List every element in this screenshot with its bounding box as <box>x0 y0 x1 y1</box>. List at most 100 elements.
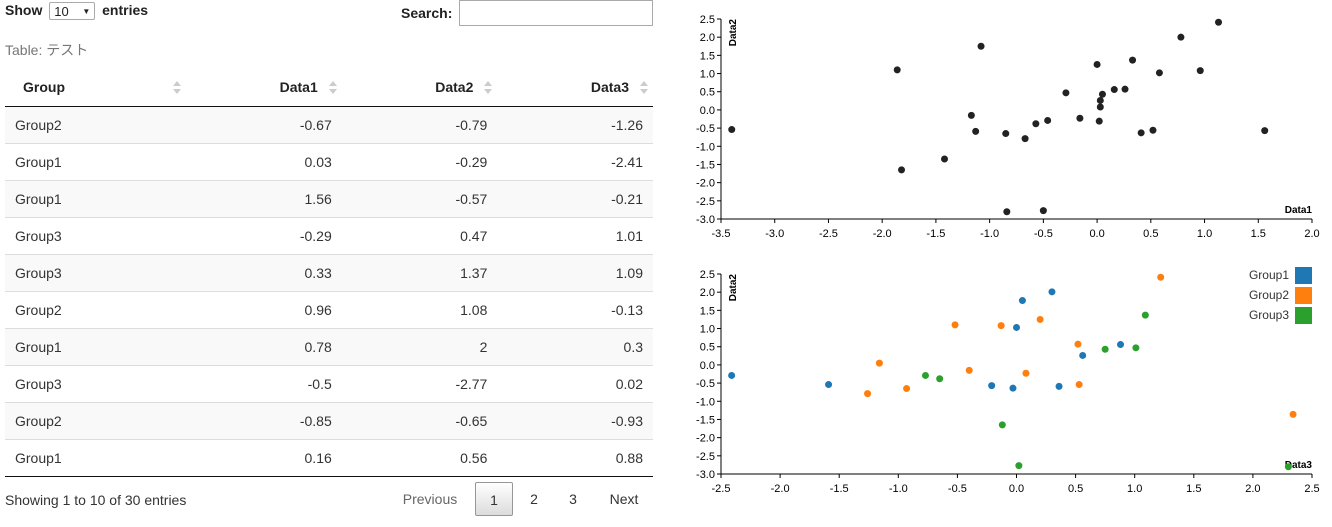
data-point-group1[interactable] <box>1009 384 1017 392</box>
page-button-2[interactable]: 2 <box>530 491 538 507</box>
data-point-group1[interactable] <box>728 371 736 379</box>
data-point-group1[interactable] <box>1013 323 1020 331</box>
data-point[interactable] <box>941 155 949 163</box>
table-cell-data3: -0.93 <box>497 402 653 440</box>
next-page-button[interactable]: Next <box>609 491 639 507</box>
y-tick-label: 2.5 <box>700 14 715 26</box>
data-point-group2[interactable] <box>1157 273 1165 281</box>
data-point[interactable] <box>1062 89 1070 97</box>
x-axis-label: Data3 <box>1285 460 1313 471</box>
data-point-group1[interactable] <box>1018 297 1026 305</box>
data-point-group3[interactable] <box>936 375 944 383</box>
data-point-group2[interactable] <box>903 385 911 393</box>
table-cell-data2: -0.29 <box>341 143 498 181</box>
data-point-group2[interactable] <box>997 322 1005 330</box>
data-point[interactable] <box>1177 33 1185 41</box>
x-tick-label: 1.0 <box>1127 483 1142 495</box>
data-point[interactable] <box>972 127 980 135</box>
table-row: Group1 0.03 -0.29 -2.41 <box>5 143 653 181</box>
column-header-label: Data1 <box>279 79 318 95</box>
data-point-group2[interactable] <box>1289 410 1297 418</box>
previous-page-button[interactable]: Previous <box>402 491 458 507</box>
x-axis-label: Data1 <box>1285 205 1313 216</box>
table-cell-data1: -0.67 <box>186 106 342 144</box>
data-point[interactable] <box>1076 114 1084 122</box>
data-point[interactable] <box>1137 129 1145 137</box>
data-point-group2[interactable] <box>875 359 883 367</box>
data-point[interactable] <box>1096 96 1104 104</box>
data-point[interactable] <box>1093 60 1101 68</box>
data-point[interactable] <box>728 126 736 134</box>
data-point[interactable] <box>893 66 901 74</box>
data-point-group2[interactable] <box>951 321 959 329</box>
data-point-group2[interactable] <box>965 366 973 374</box>
page-button-3[interactable]: 3 <box>569 491 577 507</box>
page-button-1[interactable]: 1 <box>475 482 513 516</box>
data-point[interactable] <box>1261 127 1269 135</box>
data-point[interactable] <box>1044 116 1052 124</box>
column-header-data1[interactable]: Data1 <box>186 68 342 107</box>
data-point[interactable] <box>1096 103 1104 111</box>
table-cell-group: Group1 <box>5 143 187 181</box>
data-point-group1[interactable] <box>1048 288 1056 296</box>
column-header-data3[interactable]: Data3 <box>497 68 653 107</box>
column-header-data2[interactable]: Data2 <box>341 68 498 107</box>
data-point[interactable] <box>1129 56 1137 64</box>
table-cell-data2: 0.56 <box>341 439 498 477</box>
y-tick-label: -2.5 <box>696 451 715 463</box>
y-tick-label: 0.5 <box>700 342 715 354</box>
data-point-group3[interactable] <box>1132 344 1140 352</box>
data-point-group3[interactable] <box>1284 463 1292 471</box>
data-point[interactable] <box>1215 18 1223 26</box>
y-tick-label: 2.0 <box>700 32 715 44</box>
data-point[interactable] <box>898 166 906 174</box>
legend-label: Group2 <box>1249 288 1289 302</box>
data-point-group3[interactable] <box>1101 345 1109 353</box>
data-point[interactable] <box>1095 117 1103 125</box>
scatter-chart-data1-vs-data2: 2.5 2.0 1.5 1.0 0.5 0.0 -0.5 -1.0 -1.5 -2.0 -2.5 -3… <box>696 14 1320 240</box>
data-point-group3[interactable] <box>1141 311 1149 319</box>
table-cell-data1: 0.96 <box>186 291 342 329</box>
data-point-group1[interactable] <box>1055 382 1063 390</box>
data-point[interactable] <box>1003 208 1011 216</box>
legend-label: Group3 <box>1249 308 1289 322</box>
y-tick-label: -0.5 <box>696 378 715 390</box>
data-point[interactable] <box>1155 69 1163 77</box>
entries-select[interactable]: 10 ▼ <box>49 2 96 21</box>
data-point-group2[interactable] <box>1036 315 1044 323</box>
data-point[interactable] <box>1098 90 1106 98</box>
data-point-group2[interactable] <box>1075 381 1083 389</box>
data-point-group3[interactable] <box>1015 462 1023 470</box>
data-point-group1[interactable] <box>825 381 833 389</box>
data-point-group2[interactable] <box>1074 340 1082 348</box>
y-tick-label: -3.0 <box>696 469 715 481</box>
data-point[interactable] <box>977 42 985 50</box>
table-cell-data3: 0.02 <box>497 365 653 403</box>
data-point-group3[interactable] <box>998 421 1006 429</box>
data-point-group2[interactable] <box>864 390 872 398</box>
table-cell-data3: 1.01 <box>497 217 653 255</box>
data-point[interactable] <box>1149 126 1157 134</box>
data-point[interactable] <box>1110 86 1118 94</box>
data-point[interactable] <box>1121 85 1129 93</box>
column-header-group[interactable]: Group <box>5 68 187 107</box>
data-point[interactable] <box>1021 135 1029 143</box>
data-point[interactable] <box>967 111 975 119</box>
data-point-group3[interactable] <box>921 371 929 379</box>
table-row: Group1 1.56 -0.57 -0.21 <box>5 180 653 218</box>
x-tick-label: 2.5 <box>1304 483 1319 495</box>
table-row: Group2 -0.85 -0.65 -0.93 <box>5 402 653 440</box>
search-input[interactable] <box>459 0 653 26</box>
data-point-group1[interactable] <box>1079 351 1087 359</box>
data-point-group2[interactable] <box>1022 369 1030 377</box>
data-point-group1[interactable] <box>1117 341 1125 349</box>
table-row: Group1 0.78 2 0.3 <box>5 328 653 366</box>
column-header-label: Data2 <box>435 79 474 95</box>
data-point[interactable] <box>1039 207 1047 215</box>
data-point[interactable] <box>1002 130 1010 138</box>
x-tick-label: -0.5 <box>948 483 967 495</box>
data-point[interactable] <box>1032 120 1040 128</box>
table-row: Group2 0.96 1.08 -0.13 <box>5 291 653 329</box>
data-point-group1[interactable] <box>988 382 996 390</box>
data-point[interactable] <box>1196 67 1204 75</box>
